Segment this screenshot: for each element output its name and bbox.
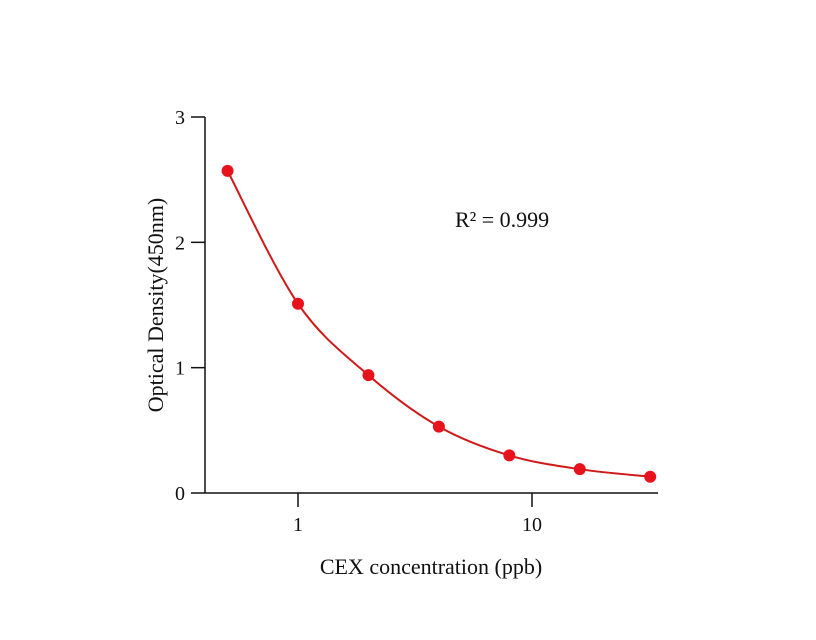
- marks: [221, 164, 657, 483]
- data-point: [292, 297, 304, 310]
- data-point: [503, 449, 516, 462]
- x-tick-label: 10: [522, 514, 542, 536]
- data-point: [573, 463, 586, 476]
- x-axis-label: CEX concentration (ppb): [320, 554, 542, 579]
- data-point: [362, 369, 375, 382]
- y-tick-label: 3: [175, 107, 185, 129]
- data-point: [432, 420, 445, 433]
- y-tick-label: 0: [175, 483, 185, 505]
- x-tick-label: 1: [293, 514, 303, 536]
- y-axis-label: Optical Density(450nm): [143, 198, 168, 412]
- y-tick-label: 1: [175, 358, 185, 380]
- axes: 0 1 2 3 1 10: [175, 107, 658, 536]
- r-squared-annotation: R² = 0.999: [455, 207, 549, 232]
- data-point: [221, 164, 234, 177]
- y-tick-label: 2: [175, 232, 185, 254]
- data-point: [644, 470, 657, 483]
